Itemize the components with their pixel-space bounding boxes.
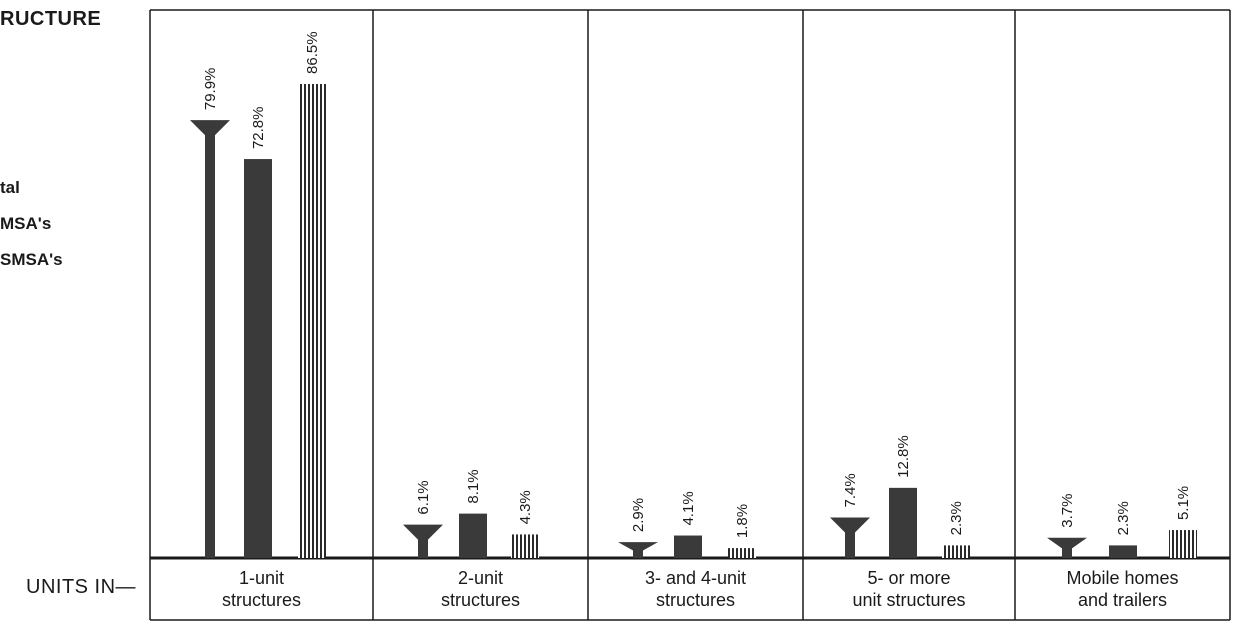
bar-total-cap <box>190 120 230 141</box>
category-label-line2: structures <box>656 590 735 610</box>
category-label-line1: Mobile homes <box>1066 568 1178 588</box>
category-label-line2: unit structures <box>852 590 965 610</box>
data-label: 3.7% <box>1059 494 1076 528</box>
bar-total-cap <box>1047 537 1087 552</box>
chart-marks: 1-unitstructures79.9%72.8%86.5%2-unitstr… <box>190 31 1197 610</box>
bar-in-smsas <box>459 513 487 558</box>
bar-total-cap <box>830 517 870 538</box>
bar-outside-smsas <box>1169 530 1197 558</box>
bar-outside-smsas <box>728 548 756 558</box>
bar-total <box>205 132 215 558</box>
legend-entry-total: tal <box>0 178 20 197</box>
data-label: 6.1% <box>415 480 432 514</box>
chart-side-title: RUCTURE <box>0 8 102 30</box>
data-label: 79.9% <box>202 68 219 111</box>
data-label: 4.3% <box>517 490 534 524</box>
category-label-line1: 3- and 4-unit <box>645 568 746 588</box>
bar-in-smsas <box>244 159 272 558</box>
bar-total-cap <box>618 542 658 554</box>
bar-in-smsas <box>674 535 702 558</box>
data-label: 12.8% <box>895 435 912 478</box>
category-label-line1: 2-unit <box>458 568 503 588</box>
bar-total <box>418 536 428 558</box>
data-label: 5.1% <box>1175 486 1192 520</box>
units-in-label: UNITS IN— <box>26 576 137 598</box>
category-label-line2: structures <box>441 590 520 610</box>
chart-frame <box>149 9 1231 621</box>
category-label-line1: 5- or more <box>867 568 950 588</box>
bar-total <box>1062 546 1072 558</box>
data-label: 1.8% <box>734 504 751 538</box>
bar-total-cap <box>403 524 443 545</box>
category-label-line2: structures <box>222 590 301 610</box>
bar-outside-smsas <box>511 534 539 558</box>
category-label-line1: 1-unit <box>239 568 284 588</box>
bar-outside-smsas <box>298 83 326 558</box>
data-label: 8.1% <box>465 469 482 503</box>
legend-entry-in-smsas: MSA's <box>0 214 52 233</box>
data-label: 86.5% <box>304 31 321 74</box>
bar-in-smsas <box>889 487 917 558</box>
data-label: 7.4% <box>842 473 859 507</box>
data-label: 4.1% <box>680 491 697 525</box>
bar-in-smsas <box>1109 545 1137 558</box>
data-label: 2.3% <box>1115 501 1132 535</box>
data-label: 72.8% <box>250 107 267 150</box>
category-label-line2: and trailers <box>1078 590 1167 610</box>
bar-total <box>845 529 855 558</box>
legend-entry-outside-smsas: SMSA's <box>0 250 63 269</box>
bar-total <box>633 548 643 558</box>
bar-outside-smsas <box>942 545 970 558</box>
data-label: 2.9% <box>630 498 647 532</box>
data-label: 2.3% <box>948 501 965 535</box>
